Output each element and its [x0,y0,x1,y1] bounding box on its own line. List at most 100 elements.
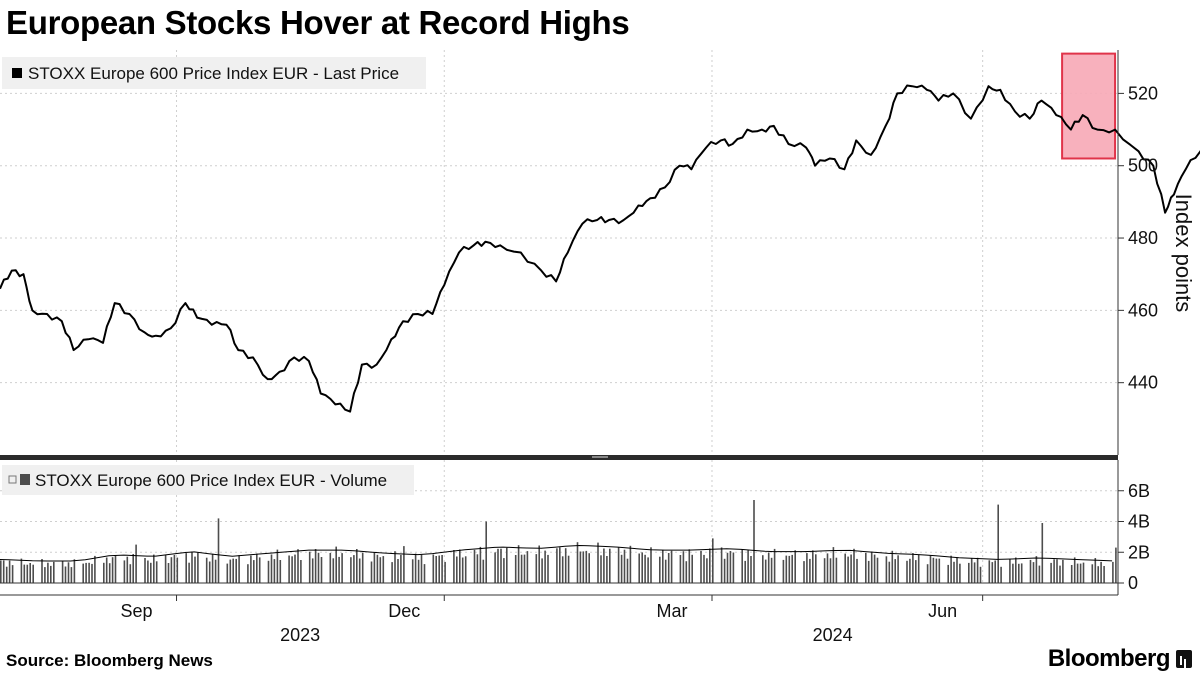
x-tick-label-0: Sep [121,601,153,621]
volume-bars [0,500,1117,583]
volume-bar [732,552,735,583]
volume-bar [503,558,505,583]
volume-bar [744,560,746,583]
record-highlight-box [1061,52,1117,160]
volume-bar [541,558,543,583]
volume-bar [494,552,496,583]
volume-bar [782,559,785,583]
volume-bar [829,558,832,583]
volume-bar [647,557,649,583]
volume-bar [600,555,602,583]
volume-bar [67,562,70,583]
price-series-line [0,84,1200,413]
volume-bar [414,553,417,583]
volume-bar [229,559,232,583]
volume-bar [267,560,270,583]
volume-bar [217,518,220,583]
volume-bar [423,564,426,583]
volume-bar [91,563,93,583]
volume-bar [394,551,396,583]
volume-bar [253,560,255,583]
volume-bar [1103,566,1105,583]
volume-bar [867,560,870,583]
volume-bar [679,555,682,583]
volume-bar [2,560,5,583]
volume-bar [588,553,590,583]
volume-bar [438,555,440,583]
volume-bar [912,553,914,583]
volume-bar [988,560,991,583]
volume-bar [770,557,773,583]
volume-bar [506,547,508,583]
volume-bar [361,552,364,583]
volume-bar [126,556,129,583]
panel-divider[interactable] [0,455,1118,460]
volume-bar [1079,563,1082,583]
x-year-label-0: 2023 [280,625,320,645]
volume-bar [691,554,693,583]
volume-legend-toggle-icon[interactable] [8,475,17,484]
volume-bar [370,561,373,583]
volume-bar [626,558,629,583]
volume-bar [823,558,826,583]
volume-bar [623,549,626,583]
volume-bar [517,545,520,583]
volume-bar [147,560,149,583]
volume-bar [482,559,485,583]
volume-bar [279,560,282,583]
volume-bar [8,560,11,583]
volume-bar [108,563,111,583]
price-y-ticks: 440 460 480 500 520 [1118,83,1158,393]
volume-bar [544,550,546,583]
volume-bar [788,555,791,583]
volume-bar [335,546,337,583]
volume-bar [650,547,652,583]
volume-bar [167,563,170,583]
volume-bar [0,560,2,583]
volume-bar [105,557,108,583]
volume-bar [720,547,723,583]
volume-bar [358,558,361,583]
volume-bar [247,564,249,583]
volume-bar [155,561,158,583]
volume-bar [208,561,211,583]
volume-bar [338,556,340,583]
panel-divider-grip[interactable] [592,456,608,458]
volume-bar [476,554,479,583]
volume-bar [709,548,711,583]
volume-bar [1097,566,1099,583]
volume-bar [250,555,252,583]
volume-bar [685,561,688,583]
volume-bar [726,552,729,583]
volume-bar [485,521,487,583]
volume-bar [629,545,632,583]
volume-bar [276,549,279,583]
volume-bar [753,500,755,583]
volume-bar [991,562,994,583]
volume-bar [382,556,385,583]
volume-bar [111,557,114,583]
volume-average-line [0,544,1113,562]
volume-bar [767,552,770,583]
volume-bar [785,555,788,583]
volume-bar [847,556,849,583]
volume-bar [1091,564,1094,583]
volume-bar [85,562,87,583]
volume-bar [1059,565,1061,583]
x-year-label-1: 2024 [813,625,853,645]
volume-bar [153,554,155,583]
volume-bar [376,554,379,583]
volume-bar [164,554,167,583]
volume-bar [970,558,973,583]
volume-bar [232,558,234,583]
volume-bar [559,547,561,583]
volume-bar [641,552,643,583]
volume-bar [791,554,793,583]
volume-bar [194,556,196,583]
volume-bar [609,548,611,583]
volume-bar [47,562,49,583]
volume-bar [968,562,970,583]
volume-bar [288,555,290,583]
chart-title: European Stocks Hover at Record Highs [6,4,630,41]
volume-bar [123,560,126,583]
